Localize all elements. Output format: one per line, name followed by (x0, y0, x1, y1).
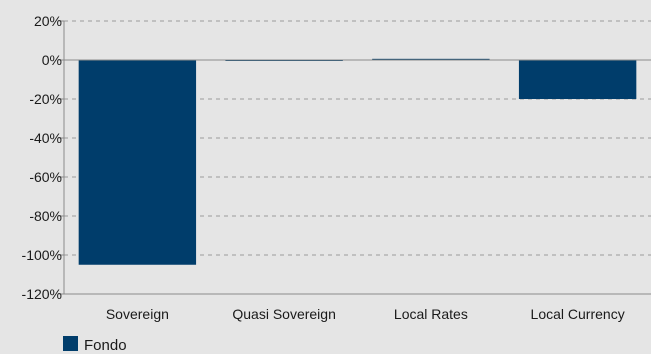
y-tick-label: -40% (29, 130, 62, 146)
y-tick-label: 20% (34, 13, 62, 29)
x-category-label: Quasi Sovereign (232, 306, 336, 322)
x-category-label: Local Currency (531, 306, 625, 322)
bar-local-currency (518, 60, 637, 99)
legend-label: Fondo (84, 337, 127, 354)
y-tick-labels: 20% 0% -20% -40% -60% -80% -100% -120% (22, 13, 62, 302)
y-tick-label: -120% (22, 286, 62, 302)
bar-sovereign (78, 60, 197, 265)
x-category-label: Sovereign (106, 306, 169, 322)
legend: Fondo (63, 336, 127, 354)
y-tick-label: -100% (22, 247, 62, 263)
y-tick-label: -80% (29, 208, 62, 224)
bars (78, 58, 637, 265)
axes (58, 20, 651, 295)
legend-swatch (63, 336, 78, 351)
x-category-label: Local Rates (394, 306, 468, 322)
y-tick-label: -60% (29, 169, 62, 185)
x-category-labels: Sovereign Quasi Sovereign Local Rates Local… (106, 306, 625, 322)
y-tick-label: 0% (42, 52, 62, 68)
bar-local-rates (372, 58, 490, 60)
y-tick-label: -20% (29, 91, 62, 107)
